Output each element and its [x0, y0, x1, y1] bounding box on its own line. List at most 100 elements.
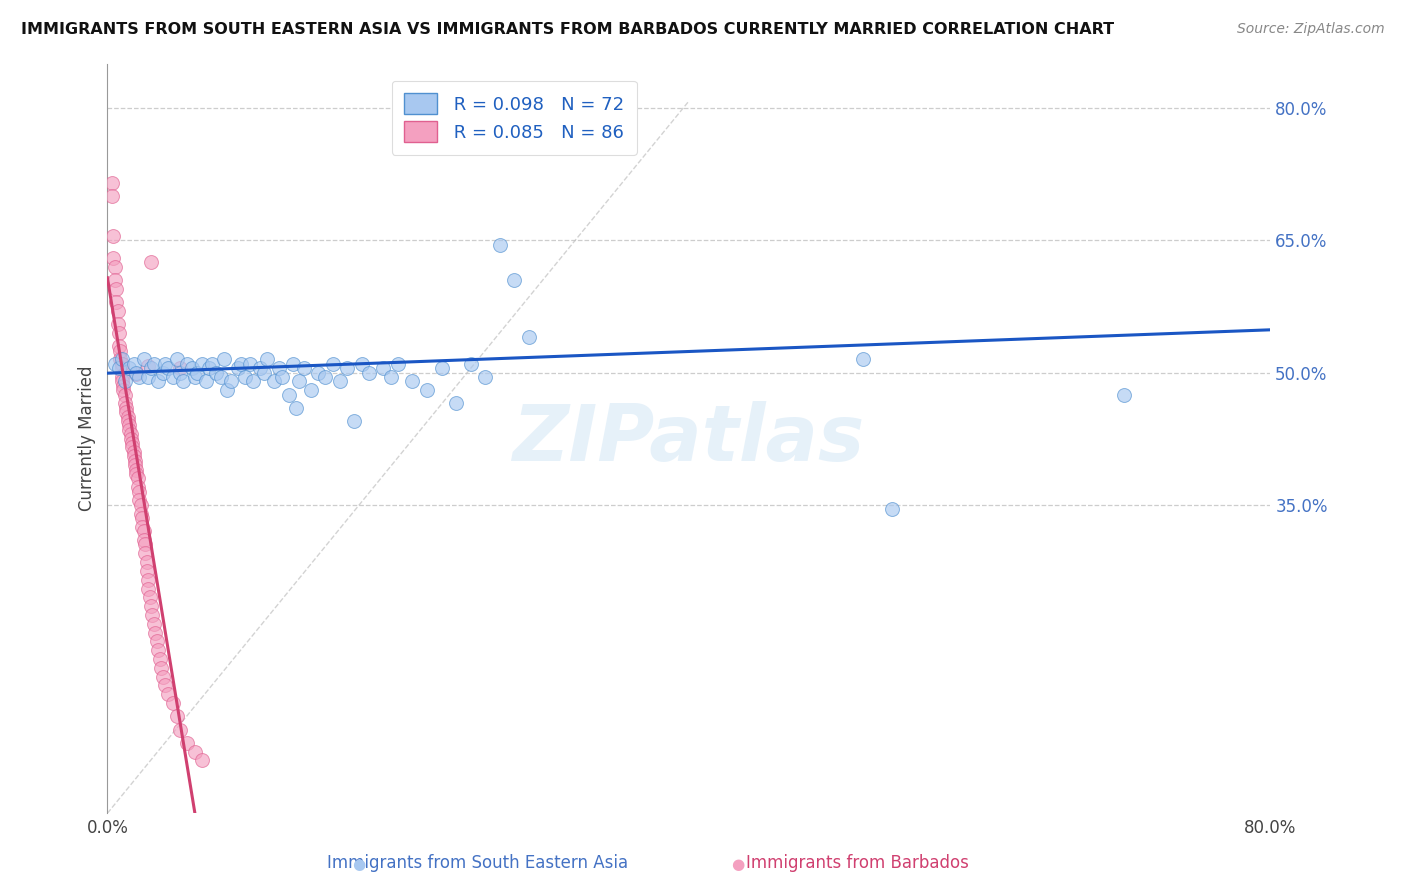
Point: [503, 273, 526, 287]
Legend:  R = 0.098   N = 72,  R = 0.085   N = 86: R = 0.098 N = 72, R = 0.085 N = 86: [392, 80, 637, 155]
Point: [336, 361, 359, 376]
Point: [142, 616, 165, 631]
Point: [110, 352, 132, 367]
Point: [128, 484, 150, 499]
Text: ZIPatlas: ZIPatlas: [512, 401, 865, 476]
Point: [235, 370, 257, 384]
Point: [183, 745, 205, 759]
Point: [176, 736, 198, 750]
Point: [139, 361, 162, 376]
Point: [215, 383, 238, 397]
Point: [166, 352, 188, 367]
Point: [149, 652, 172, 666]
Point: [118, 423, 141, 437]
Point: [122, 445, 145, 459]
Point: [172, 375, 194, 389]
Point: [111, 357, 134, 371]
Point: [169, 361, 191, 376]
Point: [128, 493, 150, 508]
Point: [212, 352, 235, 367]
Text: IMMIGRANTS FROM SOUTH EASTERN ASIA VS IMMIGRANTS FROM BARBADOS CURRENTLY MARRIED: IMMIGRANTS FROM SOUTH EASTERN ASIA VS IM…: [21, 22, 1114, 37]
Point: [263, 375, 285, 389]
Point: [283, 357, 305, 371]
Point: [226, 361, 249, 376]
Point: [135, 564, 157, 578]
Point: [146, 634, 169, 648]
Point: [111, 352, 134, 367]
Point: [162, 370, 184, 384]
Point: [373, 361, 395, 376]
Point: [416, 383, 439, 397]
Point: [350, 357, 373, 371]
Point: [278, 387, 301, 401]
Point: [136, 582, 159, 596]
Point: [619, 141, 641, 155]
Point: [103, 229, 125, 244]
Point: [256, 352, 278, 367]
Point: [111, 361, 134, 376]
Point: [129, 498, 152, 512]
Point: [880, 502, 903, 516]
Point: [1114, 387, 1136, 401]
Point: [430, 361, 453, 376]
Point: [127, 480, 149, 494]
Point: [117, 414, 139, 428]
Point: [242, 375, 264, 389]
Point: [104, 273, 127, 287]
Point: [152, 366, 174, 380]
Point: [122, 450, 145, 464]
Point: [150, 661, 173, 675]
Point: [292, 361, 315, 376]
Point: [114, 387, 136, 401]
Point: [132, 352, 155, 367]
Point: [103, 251, 125, 265]
Point: [141, 607, 163, 622]
Point: [125, 467, 148, 481]
Point: [136, 573, 159, 587]
Text: Source: ZipAtlas.com: Source: ZipAtlas.com: [1237, 22, 1385, 37]
Point: [288, 375, 311, 389]
Point: [132, 524, 155, 539]
Point: [270, 370, 292, 384]
Point: [285, 401, 308, 415]
Point: [125, 462, 148, 476]
Point: [157, 687, 180, 701]
Point: [322, 357, 344, 371]
Point: [138, 591, 160, 605]
Point: [105, 295, 128, 310]
Point: [125, 366, 148, 380]
Point: [111, 370, 134, 384]
Text: ●: ●: [352, 857, 366, 872]
Point: [380, 370, 402, 384]
Point: [107, 304, 129, 318]
Point: [124, 458, 146, 472]
Point: [191, 357, 214, 371]
Text: Immigrants from South Eastern Asia: Immigrants from South Eastern Asia: [328, 855, 628, 872]
Point: [148, 643, 170, 657]
Point: [209, 370, 232, 384]
Point: [155, 357, 177, 371]
Point: [104, 357, 127, 371]
Point: [219, 375, 242, 389]
Point: [343, 414, 366, 428]
Point: [148, 375, 170, 389]
Point: [131, 520, 153, 534]
Point: [176, 357, 198, 371]
Point: [121, 436, 143, 450]
Point: [112, 379, 135, 393]
Point: [239, 357, 262, 371]
Point: [111, 357, 134, 371]
Point: [357, 366, 380, 380]
Point: [118, 418, 141, 433]
Point: [401, 375, 423, 389]
Point: [100, 176, 122, 190]
Point: [387, 357, 409, 371]
Point: [152, 670, 174, 684]
Point: [198, 361, 221, 376]
Point: [108, 361, 131, 376]
Point: [329, 375, 352, 389]
Point: [105, 282, 128, 296]
Point: [136, 359, 159, 373]
Point: [129, 507, 152, 521]
Point: [143, 625, 166, 640]
